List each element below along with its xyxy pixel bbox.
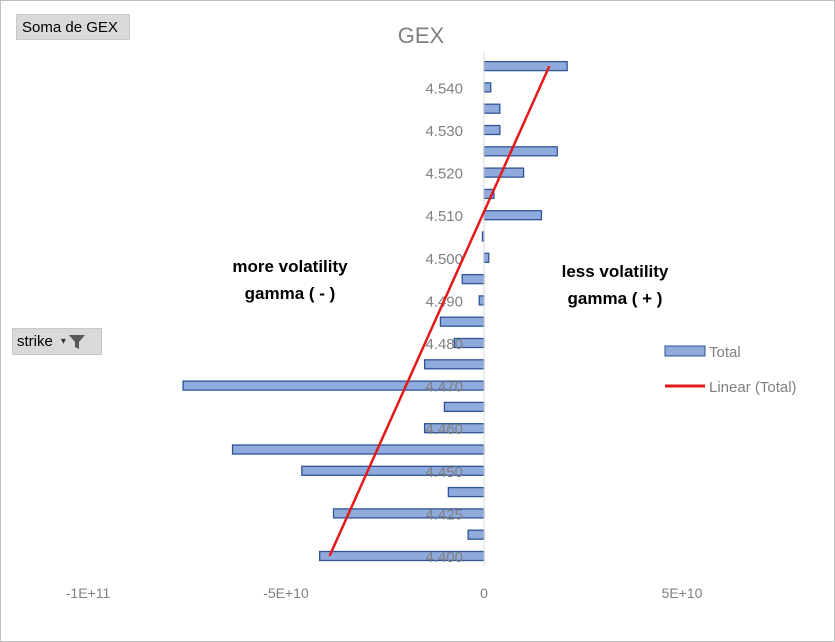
annotation-right-line1: less volatility bbox=[561, 262, 669, 281]
value-field-button[interactable]: Soma de GEX bbox=[16, 14, 130, 40]
bar bbox=[483, 210, 543, 221]
annotation-negative-gamma: more volatility gamma ( - ) bbox=[205, 253, 375, 307]
legend-label-trend: Linear (Total) bbox=[709, 379, 797, 396]
legend[interactable]: Total Linear (Total) bbox=[664, 344, 797, 396]
y-tick-label: 4.460 bbox=[425, 421, 463, 438]
y-tick-label: 4.400 bbox=[425, 549, 463, 566]
annotation-right-line2: gamma ( + ) bbox=[567, 289, 663, 308]
annotation-left-line1: more volatility bbox=[232, 257, 348, 276]
bar bbox=[483, 60, 568, 72]
y-tick-label: 4.510 bbox=[425, 208, 463, 225]
bar bbox=[483, 252, 490, 263]
chart-title: GEX bbox=[398, 23, 445, 48]
bar bbox=[483, 146, 558, 157]
bar bbox=[461, 273, 485, 285]
x-tick-labels: -1E+11 -5E+10 0 5E+10 bbox=[66, 585, 703, 601]
funnel-filter-icon[interactable] bbox=[68, 333, 86, 351]
bars-layer bbox=[182, 60, 568, 562]
trendline-layer bbox=[328, 65, 551, 557]
bar bbox=[447, 486, 485, 498]
bar bbox=[439, 316, 485, 327]
annotation-positive-gamma: less volatility gamma ( + ) bbox=[530, 258, 700, 312]
value-field-label: Soma de GEX bbox=[22, 18, 118, 36]
annotation-left-line2: gamma ( - ) bbox=[244, 284, 336, 303]
y-tick-label: 4.425 bbox=[425, 506, 463, 523]
bar bbox=[483, 82, 492, 93]
axis-field-label: strike bbox=[17, 333, 53, 350]
y-tick-label: 4.520 bbox=[425, 166, 463, 183]
y-tick-label: 4.480 bbox=[425, 336, 463, 353]
y-tick-label: 4.540 bbox=[425, 80, 463, 97]
x-tick-label: 5E+10 bbox=[662, 585, 703, 601]
bar bbox=[423, 359, 485, 370]
x-tick-label: -1E+11 bbox=[66, 585, 111, 601]
y-tick-label: 4.450 bbox=[425, 464, 463, 481]
y-tick-label: 4.530 bbox=[425, 123, 463, 140]
bar bbox=[467, 529, 485, 540]
y-tick-labels: 4.4004.4254.4504.4604.4704.4804.4904.500… bbox=[425, 80, 463, 566]
bar bbox=[483, 124, 501, 136]
x-tick-label: 0 bbox=[480, 585, 488, 601]
y-tick-label: 4.470 bbox=[425, 379, 463, 396]
trendline bbox=[328, 65, 551, 557]
axis-field-button[interactable]: strike ▾ bbox=[12, 328, 102, 355]
bar bbox=[231, 444, 485, 455]
legend-label-total: Total bbox=[709, 344, 741, 361]
bar bbox=[443, 401, 485, 413]
dropdown-arrow-icon[interactable]: ▾ bbox=[60, 336, 66, 347]
bar bbox=[483, 103, 501, 114]
bar bbox=[478, 295, 485, 306]
x-tick-label: -5E+10 bbox=[263, 585, 309, 601]
y-tick-label: 4.500 bbox=[425, 251, 463, 268]
legend-swatch-total bbox=[664, 345, 706, 357]
